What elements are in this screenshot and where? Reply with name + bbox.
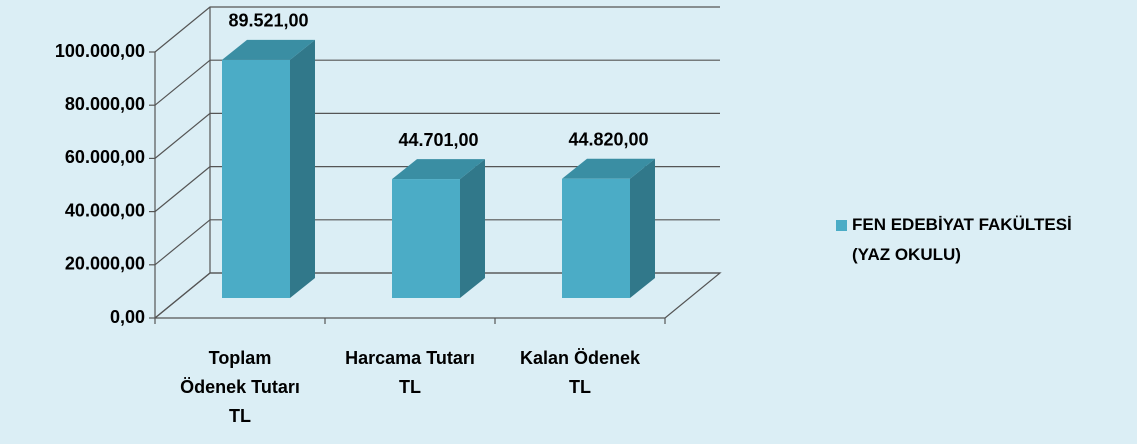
x-tick-label: Toplam Ödenek Tutarı TL (180, 348, 300, 426)
data-label: 44.701,00 (398, 130, 478, 150)
data-label: 44.820,00 (568, 130, 648, 150)
legend-label: FEN EDEBİYAT FAKÜLTESİ (YAZ OKULU) (852, 215, 1072, 264)
grid-line (154, 59, 720, 106)
y-tick-label: 60.000,00 (65, 147, 145, 167)
bar (392, 179, 460, 298)
grid-line (154, 6, 720, 53)
legend-swatch (836, 220, 847, 231)
data-label: 89.521,00 (228, 11, 308, 31)
y-tick-label: 100.000,00 (55, 41, 145, 61)
y-tick-label: 0,00 (110, 307, 145, 327)
bar-side (630, 158, 655, 298)
x-tick-label: Kalan Ödenek TL (519, 348, 641, 397)
bar-side (290, 39, 315, 298)
bar (562, 178, 630, 298)
bar-top (562, 158, 655, 179)
grid-line (154, 219, 720, 266)
bar (222, 59, 290, 298)
bar-side (460, 159, 485, 298)
bar-top (222, 39, 315, 60)
bar-top (392, 159, 485, 180)
y-tick-label: 40.000,00 (65, 200, 145, 220)
y-tick-label: 80.000,00 (65, 94, 145, 114)
x-tick-label: Harcama Tutarı TL (345, 348, 475, 397)
y-tick-label: 20.000,00 (65, 254, 145, 274)
grid-line (154, 272, 720, 319)
grid-line (154, 166, 720, 213)
grid-line (154, 112, 720, 159)
